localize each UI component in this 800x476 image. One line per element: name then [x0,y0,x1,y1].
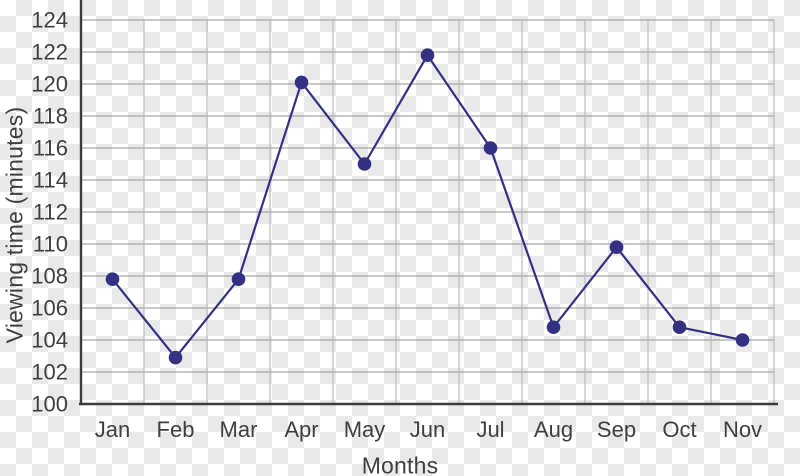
y-tick-label: 102 [31,360,68,385]
y-tick-label: 106 [31,296,68,321]
y-axis-title: Viewing time (minutes) [1,106,28,344]
y-tick-label: 114 [33,168,68,193]
y-tick-label: 124 [31,8,68,33]
data-point-aug [546,320,561,335]
x-tick-label-jul: Jul [476,417,504,442]
y-tick-label: 108 [31,264,68,289]
data-point-oct [672,320,687,335]
data-point-jun [420,48,435,62]
x-tick-label-feb: Feb [157,417,195,442]
data-point-may [357,157,372,171]
x-tick-label-aug: Aug [534,417,573,442]
x-tick-label-nov: Nov [723,417,762,442]
y-tick-label: 120 [31,72,68,97]
data-point-nov [735,333,750,347]
data-point-feb [168,350,183,365]
x-tick-label-mar: Mar [220,417,258,442]
x-tick-label-oct: Oct [662,417,696,442]
x-tick-label-sep: Sep [597,417,636,442]
y-tick-label: 110 [33,232,68,257]
y-tick-label: 116 [33,136,68,161]
y-tick-label: 100 [31,392,68,417]
data-point-mar [231,272,246,287]
x-tick-label-jan: Jan [95,417,130,442]
x-tick-label-may: May [344,417,386,442]
x-tick-label-jun: Jun [410,417,445,442]
y-tick-label: 118 [33,104,68,129]
x-axis-title: Months [361,452,439,476]
y-tick-label: 104 [31,328,68,353]
x-tick-label-apr: Apr [284,417,318,442]
data-point-jul [483,141,498,155]
data-point-sep [609,240,624,254]
y-tick-label: 112 [33,200,68,225]
data-point-apr [294,75,309,90]
data-point-jan [105,272,120,287]
y-tick-label: 122 [31,40,68,65]
